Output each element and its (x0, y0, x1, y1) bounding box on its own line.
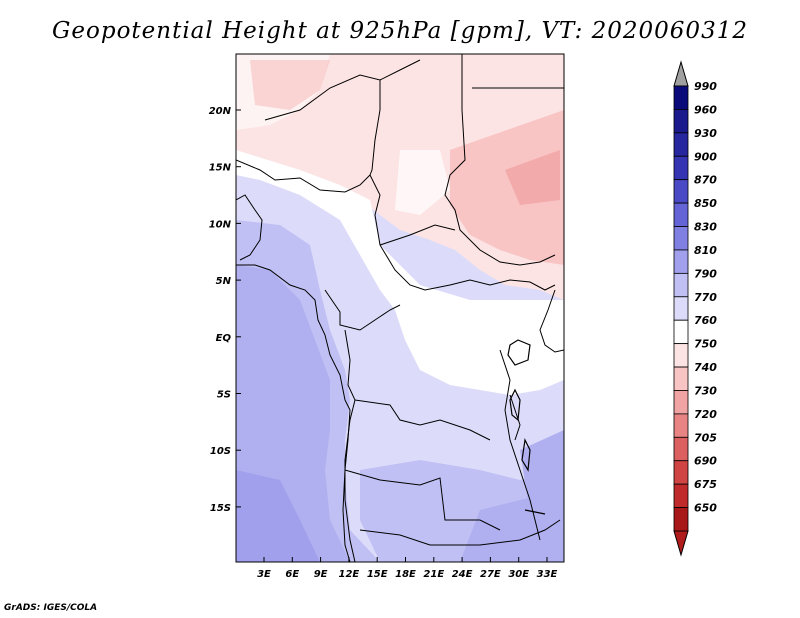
lon-label: 12E (339, 569, 360, 580)
colorbar: 990 960 930 900 870 850 830 810 790 770 760 750 740 7… (673, 60, 717, 557)
colorbar-label: 730 (694, 384, 717, 397)
colorbar-swatch (673, 460, 689, 485)
lat-label: 10S (210, 446, 231, 457)
colorbar-label: 770 (694, 291, 717, 304)
colorbar-swatch (673, 483, 689, 508)
colorbar-swatch (673, 226, 689, 251)
lon-label: 24E (452, 569, 473, 580)
colorbar-swatch (673, 413, 689, 438)
lakes (507, 339, 546, 515)
colorbar-label: 750 (694, 338, 717, 351)
longitude-axis: 3E 6E 9E 12E 15E 18E 21E 24E 27E 30E 33E (257, 557, 558, 580)
colorbar-label: 675 (694, 478, 717, 491)
colorbar-label: 830 (694, 221, 717, 234)
lat-label: 20N (209, 106, 232, 117)
colorbar-swatch (673, 272, 689, 298)
colorbar-label: 790 (694, 267, 717, 280)
colorbar-swatch (673, 132, 689, 157)
latitude-axis: 20N 15N 10N 5N EQ 5S 10S 15S (209, 106, 241, 514)
lon-label: 9E (314, 569, 328, 580)
colorbar-label: 720 (694, 408, 717, 421)
lat-label: 15S (210, 503, 231, 514)
colorbar-swatch (673, 296, 689, 321)
lon-label: 18E (395, 569, 416, 580)
colorbar-swatch (673, 109, 689, 134)
colorbar-label: 870 (694, 174, 717, 187)
colorbar-swatch (673, 436, 689, 462)
lon-label: 30E (508, 569, 529, 580)
lat-label: 10N (209, 219, 232, 230)
colorbar-swatch (673, 507, 689, 532)
country-borders (236, 54, 564, 562)
colorbar-label: 690 (694, 455, 717, 468)
colorbar-label: 760 (694, 314, 717, 327)
lat-label: 5S (217, 390, 231, 401)
colorbar-swatch (673, 390, 689, 415)
colorbar-label: 960 (694, 103, 717, 116)
colorbar-label: 850 (694, 197, 717, 210)
colorbar-label: 650 (694, 502, 717, 515)
lat-label: 15N (209, 163, 232, 174)
colorbar-swatch (673, 319, 689, 345)
colorbar-label: 810 (694, 244, 717, 257)
lon-label: 15E (367, 569, 388, 580)
colorbar-label: 930 (694, 127, 717, 140)
colorbar-swatch (673, 202, 689, 227)
footer-credit: GrADS: IGES/COLA (4, 603, 98, 613)
map-field (236, 54, 564, 562)
lat-label: EQ (216, 333, 232, 344)
lon-label: 33E (537, 569, 558, 580)
colorbar-under-arrow (673, 530, 689, 557)
colorbar-label: 900 (694, 150, 717, 163)
lon-label: 21E (423, 569, 444, 580)
colorbar-swatch (673, 179, 689, 204)
map-title: Geopotential Height at 925hPa [gpm], VT:… (52, 18, 748, 44)
lon-label: 27E (480, 569, 501, 580)
colorbar-swatch (673, 249, 689, 274)
colorbar-label: 705 (694, 431, 717, 444)
coastline (236, 194, 564, 562)
colorbar-swatch (673, 366, 689, 391)
colorbar-over-arrow (673, 60, 689, 87)
colorbar-swatch (673, 343, 689, 368)
map-frame (235, 53, 565, 563)
colorbar-swatch (673, 155, 689, 181)
colorbar-label: 990 (694, 80, 717, 93)
colorbar-swatch (673, 85, 689, 110)
lon-label: 6E (285, 569, 299, 580)
colorbar-label: 740 (694, 361, 717, 374)
lon-label: 3E (257, 569, 271, 580)
lat-label: 5N (216, 276, 232, 287)
